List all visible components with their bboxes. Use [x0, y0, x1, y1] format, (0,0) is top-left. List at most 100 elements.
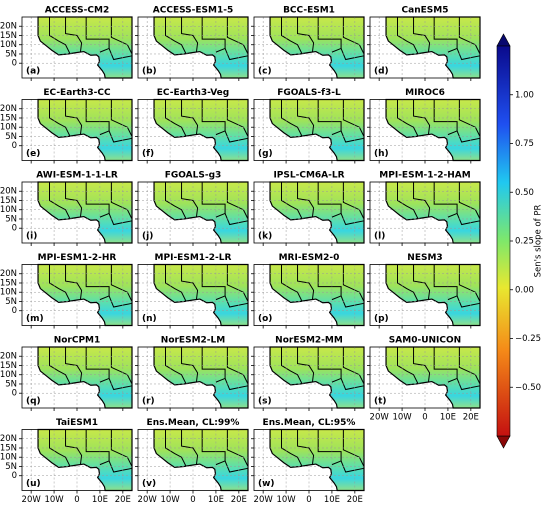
- colorbar-tick-label: 0.75: [515, 139, 534, 149]
- land: [37, 346, 133, 409]
- lat-tick-label: 5N: [5, 49, 17, 59]
- lon-tick-label: 20W: [22, 495, 42, 505]
- border: [458, 182, 481, 220]
- panel-label: (l): [374, 232, 385, 242]
- lon-tick-label: 10W: [44, 495, 64, 505]
- colorbar-label: Sen's slope of PR: [534, 205, 544, 278]
- map-panel: SAM0-UNICON 20W 10W 0 10E 20E (t): [367, 336, 481, 423]
- border: [49, 182, 71, 220]
- lat-tick-label: 10N: [0, 123, 17, 133]
- map-frame: [369, 99, 481, 161]
- border: [165, 17, 187, 55]
- border: [297, 182, 315, 218]
- map-panel: ACCESS-ESM1-5 (b): [135, 6, 249, 81]
- border: [297, 429, 315, 465]
- border: [281, 99, 303, 137]
- panel-label: (q): [26, 397, 41, 407]
- lat-tick-label: 5N: [5, 132, 17, 142]
- map-frame: [21, 264, 133, 326]
- border: [226, 17, 249, 55]
- lat-tick-label: 20N: [0, 269, 17, 279]
- map-frame: [369, 16, 481, 79]
- panel-label: (v): [142, 479, 156, 489]
- map-panel: Ens.Mean, CL:99% 20W 10W 0 10E 20E (v): [135, 418, 249, 505]
- lat-tick-label: 20N: [0, 352, 17, 362]
- map-panel: NorESM2-MM (s): [251, 336, 365, 411]
- panel-label: (a): [26, 67, 40, 77]
- map-frame: [253, 16, 365, 79]
- land: [385, 181, 481, 244]
- map-frame: [21, 181, 133, 244]
- map-panel: NorESM2-LM (r): [135, 336, 249, 411]
- panel-title: EC-Earth3-CC: [43, 88, 111, 98]
- map-panel: EC-Earth3-Veg (f): [135, 88, 249, 164]
- land: [153, 346, 249, 409]
- panel-title: TaiESM1: [56, 418, 98, 428]
- panel-title: AWI-ESM-1-1-LR: [36, 171, 118, 181]
- map-frame: [137, 99, 249, 161]
- border: [397, 99, 419, 137]
- panel-title: NorCPM1: [54, 336, 101, 346]
- map-frame: [369, 264, 481, 326]
- border: [342, 99, 365, 137]
- border: [110, 17, 133, 55]
- panel-label: (e): [26, 149, 40, 159]
- lat-tick-label: 5N: [5, 462, 17, 472]
- border: [110, 99, 133, 137]
- panel-title: BCC-ESM1: [283, 6, 335, 16]
- land: [37, 16, 133, 79]
- border: [397, 347, 419, 385]
- border: [65, 429, 83, 465]
- land: [153, 98, 249, 162]
- map-frame: [253, 346, 365, 409]
- border: [110, 347, 133, 385]
- lat-tick-label: 5N: [5, 214, 17, 224]
- border: [181, 17, 199, 53]
- border: [165, 429, 187, 467]
- border: [281, 429, 303, 467]
- land: [269, 181, 365, 244]
- lat-tick-label: 10N: [0, 453, 17, 463]
- colorbar-tick-label: −0.50: [515, 383, 541, 393]
- border: [297, 347, 315, 383]
- border: [413, 264, 431, 300]
- land: [385, 98, 481, 162]
- panel-label: (g): [258, 149, 273, 159]
- border: [342, 347, 365, 385]
- panel-label: (s): [258, 397, 272, 407]
- colorbar-tick-label: −0.25: [515, 334, 541, 344]
- lat-tick-label: 0: [12, 306, 17, 316]
- border: [110, 182, 133, 220]
- map-frame: [137, 16, 249, 79]
- panel-title: SAM0-UNICON: [389, 336, 461, 346]
- map-frame: [253, 429, 365, 491]
- panel-title: MPI-ESM1-2-LR: [155, 253, 232, 263]
- lon-tick-label: 20W: [370, 413, 390, 423]
- lat-tick-label: 20N: [0, 434, 17, 444]
- lat-tick-label: 15N: [0, 31, 17, 41]
- panel-label: (d): [374, 67, 389, 77]
- map-panel: MPI-ESM-1-2-HAM (l): [367, 171, 481, 246]
- lon-tick-label: 0: [306, 495, 311, 505]
- map-panel: Ens.Mean, CL:95% 20W 10W 0 10E 20E (w): [251, 418, 365, 505]
- border: [181, 264, 199, 300]
- map-panel: MPI-ESM1-2-LR (n): [135, 253, 249, 329]
- lat-tick-label: 0: [12, 141, 17, 151]
- colorbar-tick-label: 1.00: [515, 90, 534, 100]
- border: [342, 264, 365, 302]
- panel-title: MIROC6: [405, 88, 445, 98]
- map-frame: [253, 99, 365, 161]
- border: [65, 99, 83, 135]
- colorbar-extend-bottom: [496, 435, 511, 449]
- border: [65, 182, 83, 218]
- border: [397, 17, 419, 55]
- colorbar-tick-label: 0.25: [515, 237, 534, 247]
- border: [397, 264, 419, 302]
- lat-tick-label: 20N: [0, 187, 17, 197]
- border: [65, 264, 83, 300]
- land: [385, 16, 481, 79]
